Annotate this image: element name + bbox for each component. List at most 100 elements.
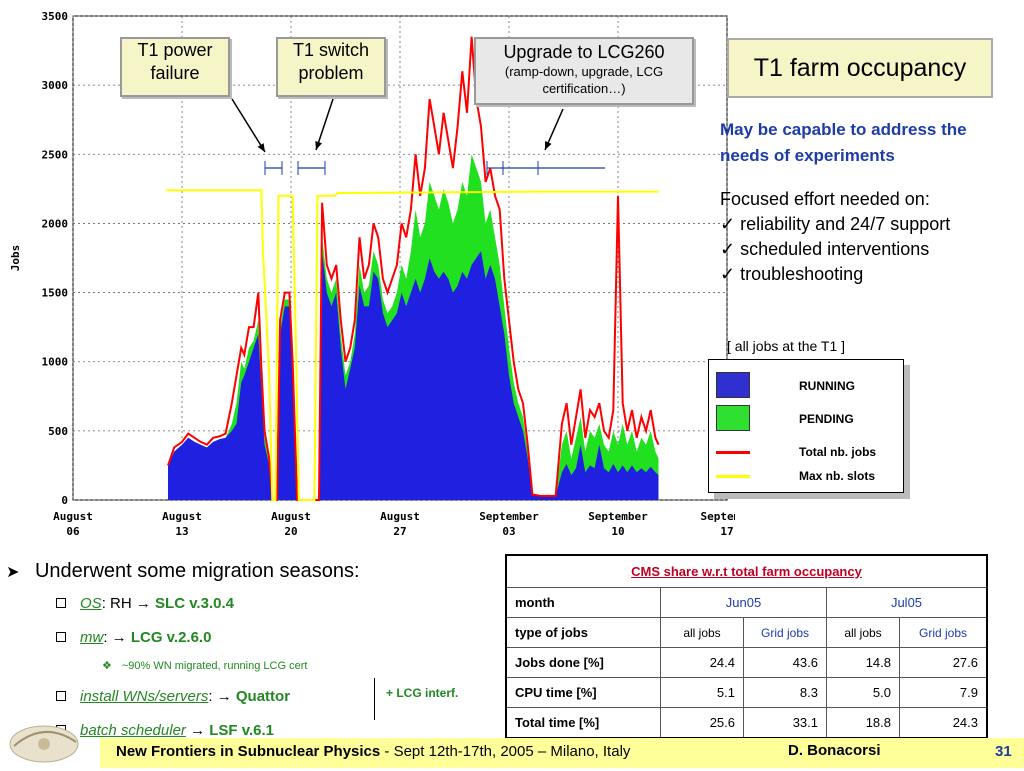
x-tick-label: Septembe xyxy=(701,510,735,523)
table-header-cell: all jobs xyxy=(826,617,900,648)
x-tick-label: 20 xyxy=(284,525,297,538)
table-header-cell: Jun05 xyxy=(660,587,827,618)
migration-item-prefix[interactable]: batch scheduler xyxy=(80,722,186,739)
y-tick-label: 3000 xyxy=(42,79,69,92)
table-header-cell: all jobs xyxy=(660,617,744,648)
table-header-cell: month xyxy=(505,587,661,618)
arrow-bullet-icon: ➤ xyxy=(6,564,20,581)
migration-item-value: SLC v.3.0.4 xyxy=(155,595,234,612)
callout-switch-problem: T1 switch problem xyxy=(276,37,386,97)
check-icon: ✓ xyxy=(720,239,736,259)
y-tick-label: 2500 xyxy=(42,148,69,161)
migration-item-sep: : RH → xyxy=(101,595,156,612)
arrow-power-failure-head xyxy=(257,143,265,152)
callout-upgrade-text: Upgrade to LCG260 xyxy=(503,42,665,62)
check-item-label: troubleshooting xyxy=(740,264,864,284)
y-tick-label: 1500 xyxy=(42,287,69,300)
y-tick-label: 500 xyxy=(48,425,68,438)
table-cell: 43.6 xyxy=(743,647,827,678)
callout-switch-problem-text: T1 switch problem xyxy=(292,40,370,83)
table-row: Total time [%] 25.6 33.1 18.8 24.3 xyxy=(505,707,988,739)
arrow-switch-problem-head xyxy=(315,141,322,150)
x-tick-label: September xyxy=(588,510,648,523)
migration-item-value: LSF v.6.1 xyxy=(209,722,274,739)
legend-item-pending: PENDING xyxy=(709,405,903,433)
arrow-upgrade-head xyxy=(545,141,552,150)
table-cell: 24.3 xyxy=(899,707,988,739)
footer-bar: New Frontiers in Subnuclear Physics - Se… xyxy=(100,738,1024,768)
table-header-cell: Jul05 xyxy=(826,587,988,618)
footer-author: D. Bonacorsi xyxy=(788,742,881,759)
legend-label: Max nb. slots xyxy=(799,469,876,483)
footer-event: New Frontiers in Subnuclear Physics xyxy=(116,743,381,760)
x-tick-label: 27 xyxy=(393,525,406,538)
y-tick-label: 0 xyxy=(61,494,68,507)
table-cell: 18.8 xyxy=(826,707,900,739)
x-tick-label: 03 xyxy=(502,525,515,538)
migration-item-sep: : → xyxy=(208,688,236,705)
migration-item-sep: : → xyxy=(103,629,131,646)
callout-upgrade-subtext: (ramp-down, upgrade, LCG certification…) xyxy=(504,64,664,96)
x-tick-label: 06 xyxy=(66,525,80,538)
all-jobs-note: [ all jobs at the T1 ] xyxy=(727,338,846,354)
migration-headline-row: ➤ Underwent some migration seasons: xyxy=(6,560,486,583)
legend-swatch-running xyxy=(716,372,750,398)
slide-title: T1 farm occupancy xyxy=(727,38,993,98)
x-tick-label: August xyxy=(162,510,202,523)
table-row: month Jun05 Jul05 xyxy=(505,587,988,618)
x-tick-label: 17 xyxy=(720,525,733,538)
table-row: CPU time [%] 5.1 8.3 5.0 7.9 xyxy=(505,677,988,708)
square-bullet-icon xyxy=(56,598,66,608)
check-item-label: reliability and 24/7 support xyxy=(740,214,951,234)
table-row: Jobs done [%] 24.4 43.6 14.8 27.6 xyxy=(505,647,988,678)
migration-item-value: Quattor xyxy=(235,688,291,705)
migration-headline: Underwent some migration seasons: xyxy=(34,560,360,582)
table-header-cell: type of jobs xyxy=(505,617,661,648)
check-icon: ✓ xyxy=(720,214,736,234)
migration-item: OS: RH → SLC v.3.0.4 xyxy=(56,595,234,612)
frontier-science-logo xyxy=(4,712,96,766)
migration-item-prefix[interactable]: install WNs/servers xyxy=(80,688,209,705)
check-item: ✓ reliability and 24/7 support xyxy=(720,212,1024,237)
migration-item: mw: → LCG v.2.6.0 xyxy=(56,629,211,646)
table-cell: 7.9 xyxy=(899,677,988,708)
table-row: type of jobs all jobs Grid jobs all jobs… xyxy=(505,617,988,648)
check-item: ✓ scheduled interventions xyxy=(720,237,1024,262)
side-headline: May be capable to address the needs of e… xyxy=(720,120,967,165)
table-cell: 25.6 xyxy=(660,707,744,739)
slide-title-text: T1 farm occupancy xyxy=(753,54,967,82)
migration-item-value: LCG v.2.6.0 xyxy=(130,629,212,646)
migration-item: install WNs/servers: → Quattor xyxy=(56,688,290,705)
legend-label: RUNNING xyxy=(799,379,855,393)
table-header-cell: Grid jobs xyxy=(899,617,988,648)
table-row-label: Total time [%] xyxy=(505,707,661,739)
footer-dates: - Sept 12th-17th, 2005 – Milano, Italy xyxy=(380,743,631,760)
diamond-bullet-icon: ❖ xyxy=(102,660,112,672)
focus-intro: Focused effort needed on: xyxy=(720,189,930,209)
table-cell: 5.0 xyxy=(826,677,900,708)
migration-item-prefix[interactable]: mw xyxy=(80,629,104,646)
interf-divider xyxy=(374,678,375,720)
table-cell: 5.1 xyxy=(660,677,744,708)
x-tick-label: 13 xyxy=(175,525,188,538)
table-cell: 14.8 xyxy=(826,647,900,678)
callout-upgrade: Upgrade to LCG260 (ramp-down, upgrade, L… xyxy=(474,37,694,105)
x-tick-label: September xyxy=(479,510,539,523)
check-item-label: scheduled interventions xyxy=(740,239,930,259)
legend-label: PENDING xyxy=(799,412,854,426)
y-tick-label: 3500 xyxy=(42,10,69,23)
legend-line-total xyxy=(716,451,750,454)
table-row-label: Jobs done [%] xyxy=(505,647,661,678)
series-running-area xyxy=(167,251,659,500)
migration-subnote-text: ~90% WN migrated, running LCG cert xyxy=(121,660,308,672)
table-row-label: CPU time [%] xyxy=(505,677,661,708)
migration-item-prefix[interactable]: OS xyxy=(80,595,102,612)
table-cell: 33.1 xyxy=(743,707,827,739)
legend-item-total: Total nb. jobs xyxy=(709,440,903,468)
legend-swatch-pending xyxy=(716,405,750,431)
y-axis-label: Jobs xyxy=(9,245,22,272)
chart-legend: RUNNING PENDING Total nb. jobs Max nb. s… xyxy=(708,359,904,493)
migration-subnote: ❖ ~90% WN migrated, running LCG cert xyxy=(102,659,307,672)
y-tick-label: 2000 xyxy=(42,217,69,230)
migration-item-sep: → xyxy=(185,722,210,739)
